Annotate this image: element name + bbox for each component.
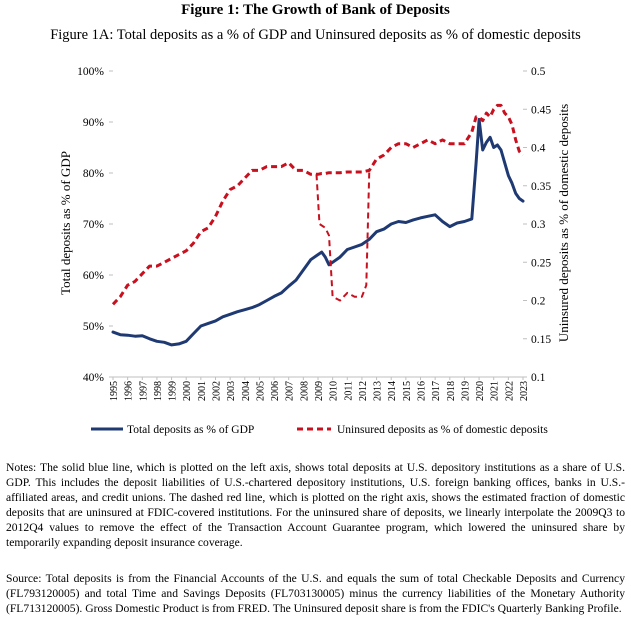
- right-axis-label: Uninsured deposits as % of domestic depo…: [556, 104, 571, 342]
- series-layer: [111, 103, 525, 347]
- x-tick-label: 1997: [138, 381, 149, 401]
- x-tick-label: 2001: [197, 381, 208, 401]
- x-tick-label: 2009: [314, 381, 325, 401]
- left-tick-label: 40%: [83, 372, 105, 384]
- figure-title: Figure 1: The Growth of Bank of Deposits: [181, 2, 450, 18]
- series-line-total-deposits: [111, 117, 525, 347]
- x-tick-label: 2016: [417, 381, 428, 401]
- figure-notes: Notes: The solid blue line, which is plo…: [6, 461, 625, 549]
- x-tick-label: 2012: [358, 381, 369, 401]
- right-tick-label: 0.35: [531, 181, 551, 193]
- left-tick-label: 100%: [77, 66, 104, 78]
- x-tick-label: 2013: [373, 381, 384, 401]
- figure-subtitle: Figure 1A: Total deposits as a % of GDP …: [50, 27, 581, 43]
- chart: 40% 50% 60% 70% 80% 90% 100% 0.1 0.15 0.2 0.25 0.3…: [58, 66, 571, 436]
- right-tick-label: 0.3: [531, 219, 546, 231]
- right-tick-label: 0.2: [531, 296, 546, 308]
- x-tick-label: 2014: [387, 381, 398, 401]
- x-tick-label: 2015: [402, 381, 413, 401]
- x-tick-label: 1995: [109, 381, 120, 401]
- x-tick-label: 2006: [270, 381, 281, 401]
- left-tick-label: 60%: [83, 270, 105, 282]
- legend-label-uninsured: Uninsured deposits as % of domestic depo…: [337, 424, 548, 436]
- left-axis-label: Total deposits as % of GDP: [58, 151, 73, 295]
- x-tick-label: 2010: [329, 381, 340, 401]
- right-tick-label: 0.15: [531, 334, 551, 346]
- figure-source: Source: Total deposits is from the Finan…: [6, 572, 625, 615]
- x-tick-label: 2023: [519, 381, 530, 401]
- x-tick-label: 2002: [212, 381, 223, 401]
- left-tick-label: 70%: [83, 219, 105, 231]
- x-tick-label: 2017: [431, 381, 442, 401]
- x-tick-label: 2005: [255, 381, 266, 401]
- x-tick-label: 2003: [226, 381, 237, 401]
- x-tick-label: 1998: [153, 381, 164, 401]
- left-tick-label: 90%: [83, 117, 105, 129]
- x-tick-label: 1999: [168, 381, 179, 401]
- x-tick-label: 2018: [446, 381, 457, 401]
- right-tick-label: 0.5: [531, 66, 546, 78]
- right-axis-ticks: 0.1 0.15 0.2 0.25 0.3 0.35 0.4 0.45 0.5: [523, 66, 551, 384]
- left-axis-ticks: 40% 50% 60% 70% 80% 90% 100%: [77, 66, 113, 384]
- x-tick-label: 2004: [241, 381, 252, 401]
- right-tick-label: 0.45: [531, 104, 551, 116]
- x-tick-label: 2019: [460, 381, 471, 401]
- x-tick-label: 2020: [475, 381, 486, 401]
- x-tick-label: 2021: [490, 381, 501, 401]
- x-tick-label: 2011: [343, 381, 354, 401]
- x-tick-label: 1996: [124, 381, 135, 401]
- x-tick-label: 2000: [182, 381, 193, 401]
- x-axis-ticks: 1995 1996 1997 1998 1999 2000 2001 2002 2003 2004…: [109, 377, 530, 401]
- left-tick-label: 50%: [83, 321, 105, 333]
- x-tick-label: 2007: [285, 381, 296, 401]
- right-tick-label: 0.4: [531, 143, 546, 155]
- legend-label-total-deposits: Total deposits as % of GDP: [127, 424, 254, 436]
- left-tick-label: 80%: [83, 168, 105, 180]
- legend: Total deposits as % of GDP Uninsured dep…: [91, 424, 548, 436]
- series-line-uninsured-unadjusted: [315, 170, 371, 302]
- x-tick-label: 2008: [299, 381, 310, 401]
- x-tick-label: 2022: [504, 381, 515, 401]
- right-tick-label: 0.25: [531, 257, 551, 269]
- right-tick-label: 0.1: [531, 372, 546, 384]
- series-line-uninsured: [111, 103, 525, 306]
